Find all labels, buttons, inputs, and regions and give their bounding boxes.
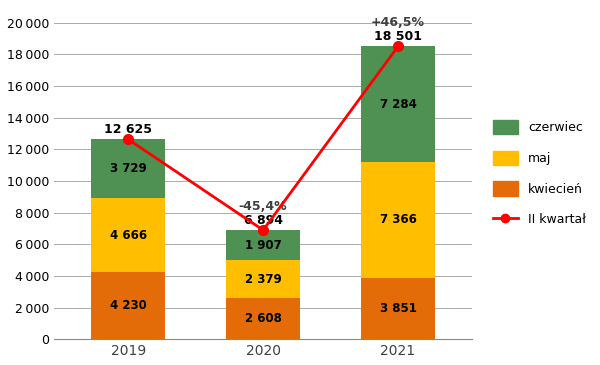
Text: 7 366: 7 366	[380, 214, 416, 227]
Text: 1 907: 1 907	[245, 239, 281, 252]
Bar	[361, 162, 435, 278]
Bar	[91, 139, 166, 199]
Text: 6 894: 6 894	[244, 214, 283, 227]
Text: 4 230: 4 230	[110, 299, 147, 312]
Text: 2 608: 2 608	[245, 312, 281, 325]
Text: 4 666: 4 666	[110, 229, 147, 242]
Text: 3 851: 3 851	[380, 302, 416, 315]
Bar	[91, 272, 166, 339]
Bar	[361, 278, 435, 339]
Legend: czerwiec, maj, kwiecień, II kwartał: czerwiec, maj, kwiecień, II kwartał	[487, 114, 592, 233]
Bar	[226, 230, 300, 260]
Text: 18 501: 18 501	[374, 30, 422, 43]
Text: +46,5%: +46,5%	[371, 16, 425, 29]
Bar	[226, 298, 300, 339]
Bar	[226, 260, 300, 298]
Text: 7 284: 7 284	[380, 97, 416, 111]
Text: -45,4%: -45,4%	[239, 200, 287, 213]
Text: 12 625: 12 625	[104, 123, 152, 136]
Text: 3 729: 3 729	[110, 162, 147, 176]
Bar	[91, 199, 166, 272]
Bar	[361, 46, 435, 162]
Text: 2 379: 2 379	[245, 273, 281, 286]
